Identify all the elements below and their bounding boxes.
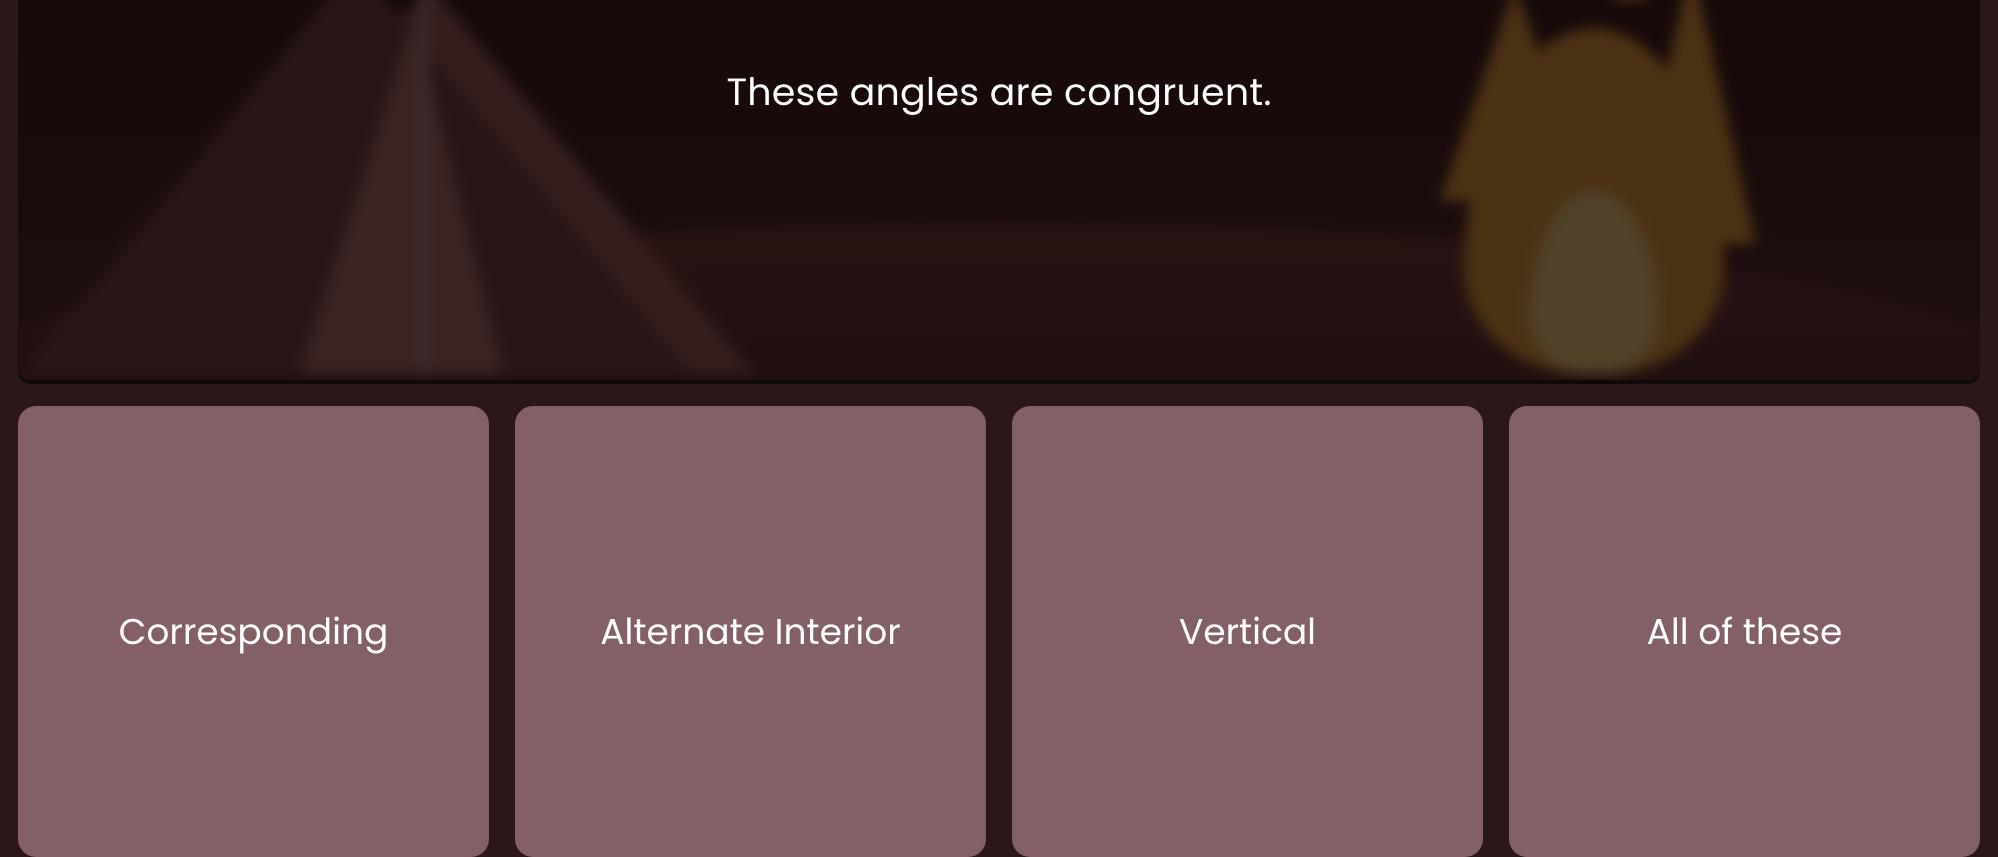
answer-option-label: Corresponding bbox=[119, 604, 389, 659]
answer-grid: Corresponding Alternate Interior Vertica… bbox=[18, 406, 1980, 857]
question-text: These angles are congruent. bbox=[18, 0, 1980, 380]
answer-option-4[interactable]: All of these bbox=[1509, 406, 1980, 857]
quiz-root: These angles are congruent. Correspondin… bbox=[0, 0, 1998, 857]
question-panel: These angles are congruent. bbox=[18, 0, 1980, 380]
answer-option-1[interactable]: Corresponding bbox=[18, 406, 489, 857]
answer-option-2[interactable]: Alternate Interior bbox=[515, 406, 986, 857]
answer-option-label: All of these bbox=[1647, 604, 1843, 659]
answer-option-label: Alternate Interior bbox=[600, 604, 900, 659]
answer-option-3[interactable]: Vertical bbox=[1012, 406, 1483, 857]
answer-option-label: Vertical bbox=[1179, 604, 1316, 659]
